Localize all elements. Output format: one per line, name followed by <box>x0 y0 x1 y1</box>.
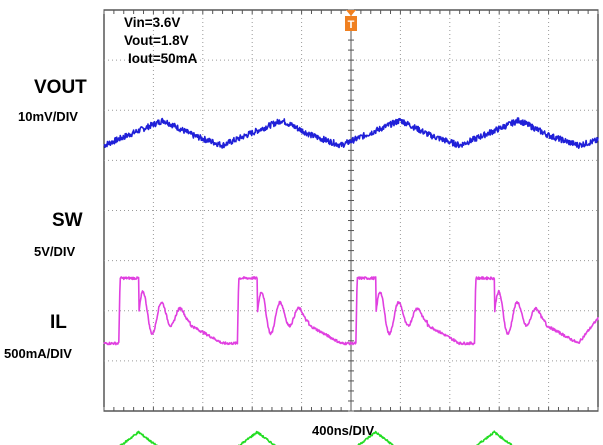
traces <box>103 117 599 445</box>
trace-sw <box>103 276 599 346</box>
grid <box>103 9 599 412</box>
trigger-label: T <box>348 19 355 31</box>
annotation-iout: Iout=50mA <box>128 51 198 66</box>
annotation-vin: Vin=3.6V <box>124 15 181 30</box>
channel-name-vout: VOUT <box>34 77 87 98</box>
timebase-label: 400ns/DIV <box>312 423 375 438</box>
trace-vout <box>103 117 599 149</box>
trigger-arrow <box>346 10 356 16</box>
annotation-vout: Vout=1.8V <box>124 33 189 48</box>
channel-name-sw: SW <box>52 210 83 231</box>
trigger-box <box>345 16 357 31</box>
channel-name-il: IL <box>50 312 67 333</box>
channel-scale-vout: 10mV/DIV <box>18 109 78 124</box>
channel-scale-sw: 5V/DIV <box>34 244 76 259</box>
trigger-marker: T <box>345 10 357 31</box>
channel-scale-il: 500mA/DIV <box>4 346 72 361</box>
